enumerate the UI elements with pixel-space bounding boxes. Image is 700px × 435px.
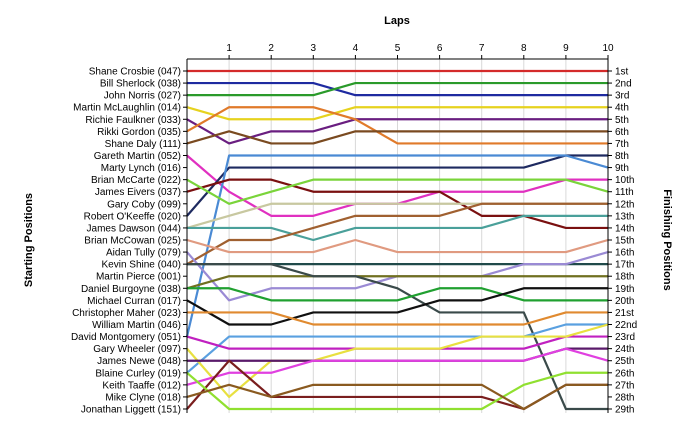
starting-label-29: Jonathan Liggett (151)	[81, 405, 181, 416]
series-line-31	[186, 383, 608, 411]
x-tick-label-9: 9	[563, 43, 569, 54]
series-line-30	[186, 371, 608, 411]
series-line-11	[186, 178, 608, 230]
finishing-position-labels: 1st2nd3rd4th5th6th7th8th9th10th11th12th1…	[615, 67, 637, 416]
finishing-label-19: 19th	[615, 284, 634, 295]
finishing-label-18: 18th	[615, 272, 634, 283]
starting-label-6: Rikki Gordon (035)	[97, 127, 181, 138]
finishing-label-22: 22nd	[615, 320, 637, 331]
starting-label-13: Robert O'Keeffe (020)	[84, 211, 181, 222]
series-line-9	[186, 154, 608, 217]
finishing-label-15: 15th	[615, 236, 634, 247]
starting-label-9: Marty Lynch (016)	[101, 163, 181, 174]
x-tick-label-2: 2	[268, 43, 274, 54]
starting-label-22: William Martin (046)	[92, 320, 181, 331]
series-line-4	[186, 106, 608, 121]
finishing-label-20: 20th	[615, 296, 634, 307]
series-line-19	[186, 275, 608, 290]
x-tick-label-1: 1	[226, 43, 232, 54]
series-lines	[185, 69, 609, 411]
finishing-label-9: 9th	[615, 163, 629, 174]
finishing-label-1: 1st	[615, 67, 629, 78]
starting-label-21: Christopher Maher (023)	[72, 308, 181, 319]
starting-label-2: Bill Sherlock (038)	[100, 79, 181, 90]
starting-label-1: Shane Crosbie (047)	[89, 67, 181, 78]
series-line-7	[186, 130, 608, 145]
finishing-label-6: 6th	[615, 127, 629, 138]
x-tick-label-5: 5	[395, 43, 401, 54]
series-line-12	[186, 178, 609, 205]
starting-label-18: Martin Pierce (001)	[96, 272, 181, 283]
series-line-2	[187, 81, 608, 97]
starting-label-25: James Newe (048)	[97, 356, 181, 367]
starting-label-23: David Montgomery (051)	[71, 332, 181, 343]
starting-label-28: Mike Clyne (018)	[105, 392, 181, 403]
x-tick-label-4: 4	[353, 43, 359, 54]
finishing-label-2: 2nd	[615, 79, 632, 90]
finishing-label-21: 21st	[615, 308, 634, 319]
starting-label-16: Aidan Tully (079)	[106, 248, 181, 259]
x-tick-labels: 1 2 3 4 5 6 7 8 9 10	[226, 43, 614, 54]
series-line-23	[187, 311, 608, 326]
finishing-label-24: 24th	[615, 344, 634, 355]
finishing-label-3: 3rd	[615, 91, 629, 102]
starting-label-20: Michael Curran (017)	[87, 296, 181, 307]
series-line-3	[187, 81, 608, 97]
starting-label-19: Daniel Burgoyne (038)	[81, 284, 181, 295]
starting-label-12: Gary Coby (099)	[107, 199, 181, 210]
finishing-label-28: 28th	[615, 392, 634, 403]
series-line-15	[186, 202, 608, 266]
x-tick-label-8: 8	[521, 43, 527, 54]
finishing-label-16: 16th	[615, 248, 634, 259]
starting-position-labels: Shane Crosbie (047)Bill Sherlock (038)Jo…	[71, 67, 181, 416]
starting-label-15: Brian McCowan (025)	[84, 236, 181, 247]
starting-label-24: Gary Wheeler (097)	[93, 344, 181, 355]
series-line-5	[186, 118, 608, 145]
series-line-22	[186, 287, 608, 326]
axes	[183, 55, 612, 413]
series-line-16	[186, 238, 609, 254]
starting-label-7: Shane Daly (111)	[105, 139, 181, 150]
finishing-label-14: 14th	[615, 223, 634, 234]
starting-label-26: Blaine Curley (019)	[95, 368, 181, 379]
finishing-label-4: 4th	[615, 103, 629, 114]
starting-label-8: Gareth Martin (052)	[94, 151, 181, 162]
y-axis-right-title: Finishing Positions	[661, 189, 673, 290]
finishing-label-25: 25th	[615, 356, 634, 367]
starting-label-17: Kevin Shine (040)	[102, 260, 182, 271]
starting-label-4: Martin McLaughlin (014)	[73, 103, 181, 114]
x-tick-label-6: 6	[437, 43, 443, 54]
finishing-label-13: 13th	[615, 211, 634, 222]
series-line-10	[185, 154, 609, 337]
finishing-label-26: 26th	[615, 368, 634, 379]
finishing-label-29: 29th	[615, 405, 634, 416]
series-line-28	[186, 347, 609, 386]
chart-title: Laps	[384, 15, 410, 27]
finishing-label-5: 5th	[615, 115, 629, 126]
series-line-24	[186, 323, 608, 374]
finishing-label-8: 8th	[615, 151, 629, 162]
x-tick-label-3: 3	[311, 43, 317, 54]
starting-label-10: Brian McCarte (022)	[91, 175, 181, 186]
starting-label-3: John Norris (027)	[104, 91, 181, 102]
finishing-label-27: 27th	[615, 380, 634, 391]
starting-label-27: Keith Taaffe (012)	[102, 380, 181, 391]
starting-label-14: James Dawson (044)	[87, 223, 181, 234]
series-line-6	[186, 106, 608, 145]
starting-label-5: Richie Faulkner (033)	[85, 115, 181, 126]
finishing-label-11: 11th	[615, 187, 634, 198]
finishing-label-10: 10th	[615, 175, 634, 186]
x-tick-label-10: 10	[602, 43, 614, 54]
starting-label-11: James Eivers (037)	[95, 187, 181, 198]
finishing-label-7: 7th	[615, 139, 629, 150]
series-line-21	[187, 287, 608, 302]
y-axis-left-title: Starting Positions	[23, 193, 35, 287]
finishing-label-23: 23rd	[615, 332, 635, 343]
series-line-14	[187, 214, 608, 242]
finishing-label-17: 17th	[615, 260, 634, 271]
finishing-label-12: 12th	[615, 199, 634, 210]
x-tick-label-7: 7	[479, 43, 485, 54]
